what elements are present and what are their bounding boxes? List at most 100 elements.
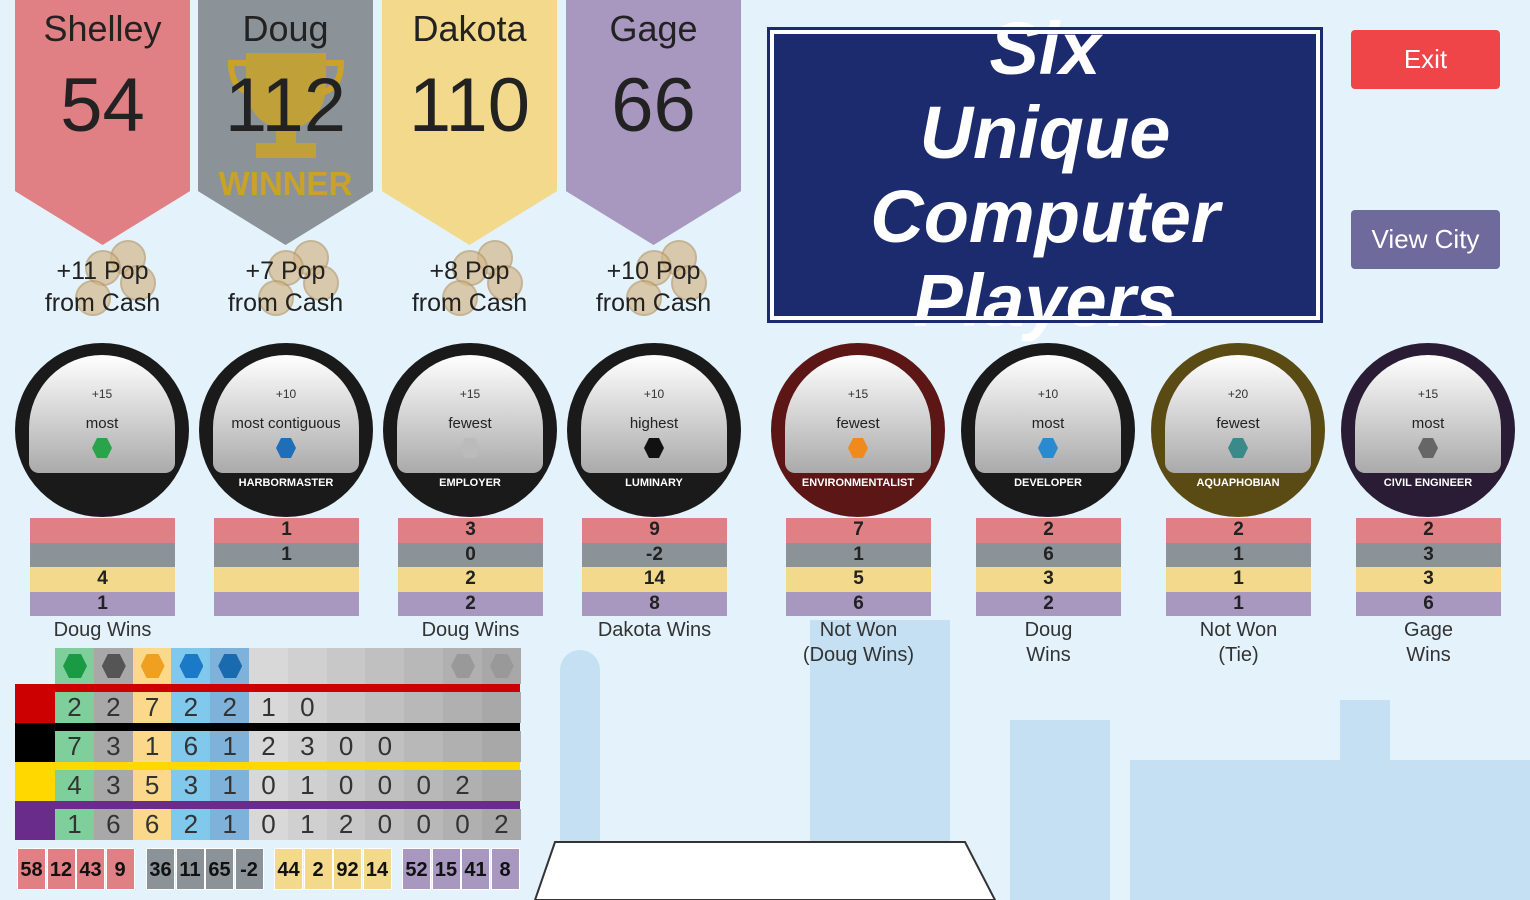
goal-card[interactable]: +15 most bbox=[15, 343, 189, 517]
promo-text: Six Unique Computer Players bbox=[870, 7, 1220, 342]
tile-count: 3 bbox=[93, 731, 133, 762]
tile-count bbox=[481, 770, 521, 801]
goal-face: +15 most bbox=[29, 355, 175, 473]
goal-face: +20 fewest bbox=[1165, 355, 1311, 473]
goal-tile-icon bbox=[460, 438, 480, 458]
total-cell: 14 bbox=[362, 848, 392, 890]
tile-count: 1 bbox=[287, 809, 327, 840]
goal-scores: 9 -2 14 8 Dakota Wins bbox=[582, 518, 727, 643]
tile-count: 0 bbox=[365, 809, 405, 840]
tile-count: 1 bbox=[132, 731, 172, 762]
score-cell: 3 bbox=[398, 518, 543, 543]
goal-title: ENVIRONMENTALIST bbox=[801, 477, 915, 489]
cash-bonus: +7 Pop from Cash bbox=[227, 257, 344, 317]
column-header bbox=[481, 648, 521, 684]
goal-title: HARBORMASTER bbox=[238, 477, 334, 489]
tile-count bbox=[365, 692, 405, 723]
score-cell: 1 bbox=[30, 591, 175, 616]
industrial-icon bbox=[140, 654, 165, 678]
tile-count: 1 bbox=[210, 731, 250, 762]
tile-count: 7 bbox=[132, 692, 172, 723]
goal-result: Doug Wins bbox=[421, 619, 520, 641]
total-cell: 65 bbox=[205, 848, 234, 890]
goal-points: +15 bbox=[847, 387, 869, 401]
tile-count: 5 bbox=[132, 770, 172, 801]
total-cell: 92 bbox=[333, 848, 362, 890]
goal-condition: fewest bbox=[836, 415, 880, 432]
airport-icon bbox=[451, 654, 475, 678]
cash-bonus: +10 Pop from Cash bbox=[595, 257, 712, 317]
score-cell: 6 bbox=[976, 542, 1121, 567]
skyline bbox=[1340, 700, 1390, 900]
goal-scores: 4 1 Doug Wins bbox=[30, 518, 175, 643]
goal-result: Gage Wins bbox=[1404, 619, 1453, 666]
tile-count: 2 bbox=[55, 692, 94, 723]
goal-card[interactable]: +15 fewest ENVIRONMENTALIST bbox=[771, 343, 945, 517]
column-header bbox=[210, 648, 250, 684]
score-cell: 2 bbox=[398, 591, 543, 616]
player-color-swatch bbox=[15, 762, 55, 801]
column-header bbox=[132, 648, 172, 684]
coin-icon bbox=[75, 280, 111, 316]
skyline bbox=[1130, 760, 1530, 900]
coin-icon bbox=[442, 280, 478, 316]
goal-scores: 2 1 1 1 Not Won (Tie) bbox=[1166, 518, 1311, 668]
goal-points: +10 bbox=[643, 387, 665, 401]
player-score: 66 bbox=[611, 63, 696, 148]
score-cell bbox=[214, 567, 359, 592]
total-cell: -2 bbox=[234, 848, 264, 890]
view-city-button[interactable]: View City bbox=[1351, 210, 1500, 269]
score-cell: 6 bbox=[1356, 591, 1501, 616]
tile-count: 2 bbox=[443, 770, 482, 801]
score-cell: 9 bbox=[582, 518, 727, 543]
goal-card[interactable]: +10 most DEVELOPER bbox=[961, 343, 1135, 517]
column-header bbox=[326, 648, 366, 684]
player-name: Doug bbox=[242, 8, 329, 49]
player-score: 54 bbox=[60, 63, 145, 148]
goal-card[interactable]: +10 highest LUMINARY bbox=[567, 343, 741, 517]
tile-count: 3 bbox=[171, 770, 211, 801]
goal-card[interactable]: +10 most contiguous HARBORMASTER bbox=[199, 343, 373, 517]
player-color-swatch bbox=[15, 801, 55, 840]
score-cell: 3 bbox=[1356, 567, 1501, 592]
score-cell bbox=[30, 518, 175, 543]
score-cell: 2 bbox=[976, 591, 1121, 616]
column-header bbox=[249, 648, 288, 684]
player-name: Gage bbox=[609, 8, 698, 49]
tile-count: 4 bbox=[55, 770, 94, 801]
cash-bonus: +8 Pop from Cash bbox=[411, 257, 528, 317]
player-score: 112 bbox=[224, 63, 347, 148]
goal-card[interactable]: +15 most CIVIL ENGINEER bbox=[1341, 343, 1515, 517]
goal-face: +10 most bbox=[975, 355, 1121, 473]
goal-points: +15 bbox=[91, 387, 113, 401]
tile-count: 0 bbox=[249, 809, 288, 840]
goal-condition: most bbox=[1031, 415, 1065, 432]
coin-icon bbox=[487, 265, 523, 301]
tile-count: 0 bbox=[443, 809, 482, 840]
goal-condition: fewest bbox=[1216, 415, 1260, 432]
goal-card[interactable]: +20 fewest AQUAPHOBIAN bbox=[1151, 343, 1325, 517]
coin-icon bbox=[258, 280, 294, 316]
goal-tile-icon bbox=[1418, 438, 1438, 458]
tile-count: 6 bbox=[93, 809, 133, 840]
player-name: Shelley bbox=[43, 8, 162, 49]
tile-count: 6 bbox=[132, 809, 172, 840]
score-cell: 3 bbox=[1356, 542, 1501, 567]
tile-count: 2 bbox=[326, 809, 366, 840]
total-cell: 11 bbox=[175, 848, 205, 890]
total-cell: 43 bbox=[76, 848, 105, 890]
civic-icon bbox=[101, 654, 126, 678]
coin-icon bbox=[120, 265, 156, 301]
column-header bbox=[365, 648, 405, 684]
tile-count: 1 bbox=[249, 692, 288, 723]
winner-badge: WINNER bbox=[218, 165, 353, 202]
total-cell: 36 bbox=[146, 848, 175, 890]
cash-bonus: +11 Pop from Cash bbox=[44, 257, 161, 317]
exit-button[interactable]: Exit bbox=[1351, 30, 1500, 89]
goal-points: +15 bbox=[459, 387, 481, 401]
total-cell: 2 bbox=[303, 848, 333, 890]
total-cell: 58 bbox=[17, 848, 46, 890]
goal-points: +15 bbox=[1417, 387, 1439, 401]
goal-card[interactable]: +15 fewest EMPLOYER bbox=[383, 343, 557, 517]
